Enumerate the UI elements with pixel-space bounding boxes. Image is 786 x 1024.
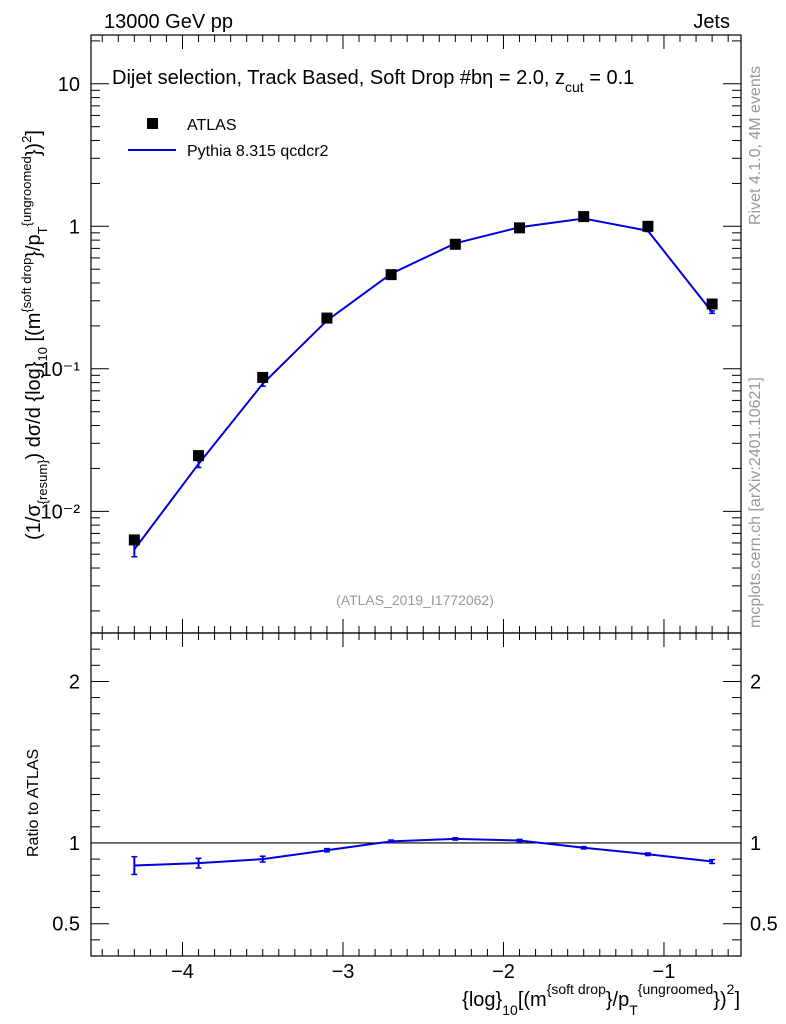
mc-line bbox=[133, 217, 713, 551]
ratio-tick-label-right: 1 bbox=[750, 833, 761, 855]
ratio-tick-label-left: 2 bbox=[69, 671, 80, 693]
x-tick-label: −3 bbox=[332, 961, 355, 983]
atlas-data-point bbox=[514, 222, 526, 234]
atlas-data-point bbox=[449, 238, 461, 250]
mc-main-series bbox=[131, 217, 716, 558]
ratio-y-axis-label: Ratio to ATLAS bbox=[25, 749, 42, 857]
selection-title: Dijet selection, Track Based, Soft Drop … bbox=[112, 67, 634, 95]
x-tick-label: −1 bbox=[653, 961, 676, 983]
ratio-line bbox=[134, 837, 713, 867]
legend-data-marker bbox=[147, 118, 158, 129]
y-tick-label: 10⁻¹ bbox=[41, 359, 81, 381]
ratio-series bbox=[131, 837, 716, 876]
atlas-data-point bbox=[642, 220, 654, 232]
ratio-tick-label-right: 0.5 bbox=[750, 914, 778, 936]
atlas-data-point bbox=[193, 450, 205, 462]
x-tick-label: −2 bbox=[492, 961, 515, 983]
atlas-data-series bbox=[128, 211, 718, 546]
category-label: Jets bbox=[693, 11, 730, 33]
legend-mc-label: Pythia 8.315 qcdcr2 bbox=[187, 143, 329, 160]
atlas-data-point bbox=[385, 269, 397, 281]
y-tick-label: 10 bbox=[58, 74, 80, 96]
main-y-axis-label: (1/σ{resum}) dσ/d {log}10 [(m{soft drop}… bbox=[19, 130, 50, 540]
watermark: (ATLAS_2019_I1772062) bbox=[336, 592, 494, 608]
atlas-data-point bbox=[706, 298, 718, 310]
axis-tick-labels: −4 −3 −2 −1 10⁻² 10⁻¹ 1 10 0.5 0.5 1 1 2 2 bbox=[41, 74, 778, 983]
axis-ticks bbox=[91, 35, 741, 956]
mcplots-label: mcplots.cern.ch [arXiv:2401.10621] bbox=[747, 377, 764, 628]
ratio-frame bbox=[90, 632, 742, 957]
energy-label: 13000 GeV pp bbox=[104, 11, 233, 33]
atlas-data-point bbox=[257, 371, 269, 383]
ratio-tick-label-right: 2 bbox=[750, 671, 761, 693]
legend-data-label: ATLAS bbox=[187, 117, 237, 134]
atlas-data-point bbox=[321, 312, 333, 324]
x-tick-label: −4 bbox=[171, 961, 194, 983]
atlas-data-point bbox=[578, 211, 590, 223]
ratio-tick-label-left: 0.5 bbox=[52, 914, 80, 936]
rivet-label: Rivet 4.1.0, 4M events bbox=[747, 66, 764, 225]
y-tick-label: 10⁻² bbox=[41, 501, 81, 523]
atlas-data-point bbox=[128, 534, 140, 546]
x-axis-label: {log}10[(m{soft drop}/pT{ungroomed})2] bbox=[462, 981, 740, 1018]
ratio-tick-label-left: 1 bbox=[69, 833, 80, 855]
y-tick-label: 1 bbox=[69, 216, 80, 238]
